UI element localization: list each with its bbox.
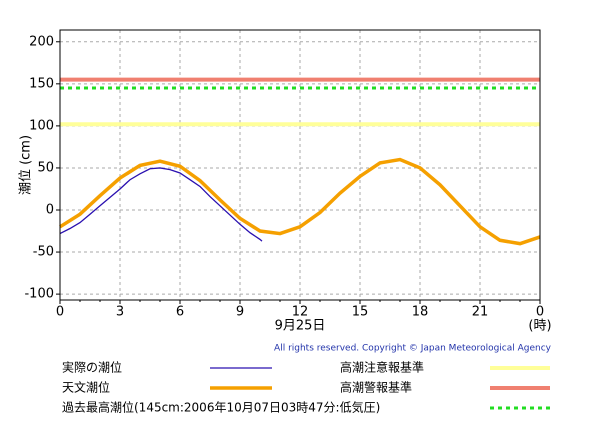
legend-label: 実際の潮位: [62, 360, 122, 375]
x-tick-label: 15: [352, 305, 369, 320]
x-tick-label: 9: [236, 305, 244, 320]
legend-label: 高潮注意報基準: [340, 360, 424, 375]
y-tick-label: -50: [33, 245, 54, 260]
y-tick-label: 50: [37, 160, 54, 175]
y-axis-label: 潮位 (cm): [19, 135, 34, 195]
y-tick-label: 0: [46, 203, 54, 218]
x-tick-label: 12: [292, 305, 309, 320]
plot-border: [59, 29, 541, 301]
x-tick-label: 6: [176, 305, 184, 320]
x-tick-label: 3: [116, 305, 124, 320]
x-tick-label: 18: [412, 305, 429, 320]
legend-label: 天文潮位: [62, 380, 110, 395]
y-tick-label: 100: [29, 118, 54, 133]
x-tick-label: 0: [56, 305, 64, 320]
x-unit: (時): [528, 319, 551, 334]
series-line: [59, 157, 541, 246]
x-tick-label: 0: [536, 305, 544, 320]
legend-label: 過去最高潮位(145cm:2006年10月07日03時47分:低気圧): [62, 400, 380, 415]
copyright: All rights reserved. Copyright © Japan M…: [274, 344, 552, 354]
x-tick-label: 21: [472, 305, 489, 320]
legend-label: 高潮警報基準: [340, 380, 412, 395]
series-line: [59, 167, 263, 242]
x-axis-label: 9月25日: [275, 319, 326, 334]
y-tick-label: 200: [29, 34, 54, 49]
y-tick-label: -100: [24, 287, 54, 302]
y-tick-label: 150: [29, 76, 54, 91]
